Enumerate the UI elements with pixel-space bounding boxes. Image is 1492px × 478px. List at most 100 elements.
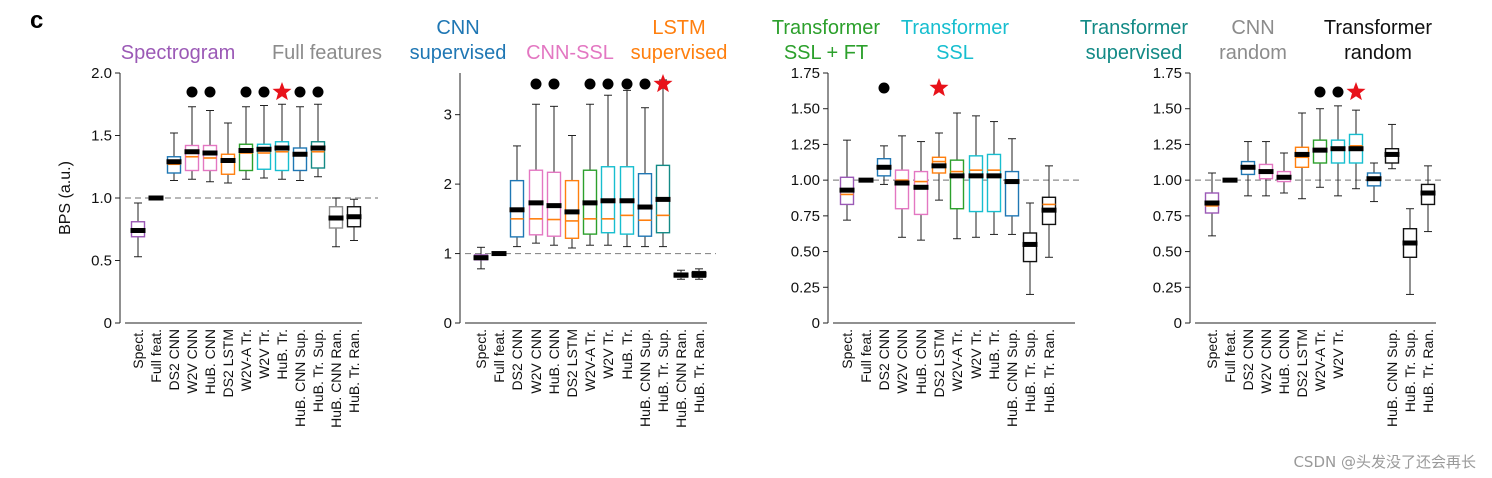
mean-marker	[491, 251, 507, 257]
y-tick-label: 1.00	[1153, 172, 1182, 189]
box-hub-cnn-ran	[328, 197, 344, 248]
x-category-label: W2V CNN	[894, 329, 910, 394]
significance-dot	[639, 78, 651, 90]
y-tick-label: 1.0	[91, 190, 112, 207]
mean-marker	[292, 151, 308, 157]
significance-dot	[530, 78, 542, 90]
box-hub-cnn	[913, 141, 929, 241]
box-w2v-cnn	[1258, 141, 1274, 197]
box-ds2-lstm	[564, 135, 580, 249]
x-category-label: DS2 CNN	[166, 329, 182, 390]
y-tick-label: 3	[444, 107, 452, 124]
box-body	[949, 159, 965, 210]
mean-marker	[876, 164, 892, 170]
mean-marker	[1348, 146, 1364, 152]
legend-cnn-supervised-line-2: supervised	[410, 42, 507, 64]
box-hub-tr	[986, 121, 1002, 235]
box-hub-cnn-sup	[292, 106, 308, 181]
box-w2v-tr	[968, 115, 984, 238]
y-tick-label: 0.25	[1153, 279, 1182, 296]
mean-marker	[256, 146, 272, 152]
legend-cnn-supervised-line-1: CNN	[436, 17, 479, 39]
legend-transformer-supervised-line-2: supervised	[1086, 42, 1183, 64]
box-body	[292, 147, 308, 172]
x-category-label: HuB. CNN	[202, 329, 218, 394]
x-category-label: HuB. Tr.	[986, 329, 1002, 380]
legend-transformer-ssl-ft-line-2: SSL + FT	[784, 42, 868, 64]
legend-transformer-random-line-2: random	[1344, 42, 1412, 64]
mean-marker	[473, 255, 489, 261]
box-ds2-cnn	[1240, 141, 1256, 197]
x-category-label: HuB. Tr. Sup.	[1022, 329, 1038, 412]
mean-marker	[1258, 169, 1274, 175]
legend-transformer-supervised-line-1: Transformer	[1080, 17, 1189, 39]
box-w2v-tr	[1330, 105, 1346, 197]
x-category-label: Spect.	[1204, 329, 1220, 369]
y-tick-label: 1.50	[791, 101, 820, 118]
x-category-label: HuB. CNN Sup.	[1384, 329, 1400, 427]
y-tick-label: 1.00	[791, 172, 820, 189]
mean-marker	[673, 272, 689, 278]
significance-dot	[621, 78, 633, 90]
legend: Spectrogram Full features CNN supervised CNN…	[121, 17, 1433, 64]
y-tick-label: 1.25	[791, 136, 820, 153]
box-hub-cnn-ran	[673, 269, 689, 280]
x-category-label: W2V CNN	[528, 329, 544, 394]
y-tick-label: 0	[444, 315, 452, 332]
x-category-label: DS2 LSTM	[931, 329, 947, 397]
mean-marker	[130, 228, 146, 233]
x-category-label: W2V CNN	[184, 329, 200, 394]
legend-spectrogram: Spectrogram	[121, 42, 236, 64]
y-tick-label: 0.75	[1153, 208, 1182, 225]
box-body	[894, 169, 910, 210]
y-tick-label: 2	[444, 176, 452, 193]
box-w2v-a-tr	[1312, 108, 1328, 188]
x-category-label: Full feat.	[491, 329, 507, 383]
mean-marker	[931, 163, 947, 169]
mean-marker	[148, 195, 164, 201]
box-body	[986, 153, 1002, 213]
y-tick-label: 0	[104, 315, 112, 332]
mean-marker	[1240, 164, 1256, 170]
legend-cnn-random-line-2: random	[1219, 42, 1287, 64]
box-w2v-tr	[600, 94, 616, 246]
x-category-label: DS2 CNN	[509, 329, 525, 390]
box-hub-tr-sup	[1022, 202, 1038, 295]
y-tick-label: 0.50	[791, 244, 820, 261]
x-category-label: W2V-A Tr.	[582, 329, 598, 391]
box-ds2-cnn	[876, 145, 892, 185]
box-spect	[473, 246, 489, 270]
y-tick-label: 1.75	[791, 65, 820, 82]
x-category-label: W2V-A Tr.	[1312, 329, 1328, 391]
mean-marker	[564, 209, 580, 215]
mean-marker	[968, 173, 984, 179]
x-category-label: HuB. CNN Sup.	[637, 329, 653, 427]
box-ds2-cnn	[166, 132, 182, 181]
x-category-label: HuB. Tr. Ran.	[1041, 329, 1057, 413]
x-category-label: Full feat.	[148, 329, 164, 383]
box-hub-tr-ran	[691, 268, 707, 280]
y-tick-label: 1.5	[91, 128, 112, 145]
significance-dot	[1332, 86, 1344, 98]
box-hub-cnn	[546, 105, 562, 246]
mean-marker	[894, 180, 910, 186]
x-category-label: HuB. Tr. Ran.	[691, 329, 707, 413]
box-hub-tr-ran	[346, 198, 362, 241]
box-ds2-lstm	[220, 122, 236, 184]
chart-panel-3: 0 0.25 0.50 0.75 1.00 1.25 1.50 1.75 Spect. Full …	[791, 65, 1080, 427]
mean-marker	[1041, 207, 1057, 213]
x-category-label: Spect.	[130, 329, 146, 369]
y-tick-label: 1.25	[1153, 136, 1182, 153]
mean-marker	[839, 187, 855, 193]
box-w2v-tr	[256, 105, 272, 179]
mean-marker	[509, 207, 525, 213]
x-category-label: HuB. Tr.	[619, 329, 635, 380]
box-body	[968, 155, 984, 213]
mean-marker	[310, 145, 326, 151]
legend-transformer-random-line-1: Transformer	[1324, 17, 1433, 39]
x-category-label: HuB. CNN Ran.	[328, 329, 344, 428]
box-hub-cnn-sup	[637, 107, 653, 248]
box-w2v-cnn	[894, 135, 910, 238]
